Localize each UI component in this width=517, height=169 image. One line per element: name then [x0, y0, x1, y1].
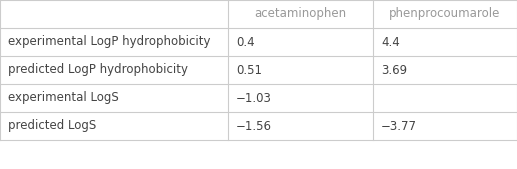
Text: experimental LogS: experimental LogS	[8, 91, 119, 104]
Text: 3.69: 3.69	[381, 64, 407, 77]
Text: acetaminophen: acetaminophen	[254, 7, 346, 20]
Text: predicted LogS: predicted LogS	[8, 119, 96, 132]
Text: −1.56: −1.56	[236, 119, 272, 132]
Text: predicted LogP hydrophobicity: predicted LogP hydrophobicity	[8, 64, 188, 77]
Text: 0.4: 0.4	[236, 35, 255, 49]
Text: −1.03: −1.03	[236, 91, 272, 104]
Text: −3.77: −3.77	[381, 119, 417, 132]
Text: phenprocoumarole: phenprocoumarole	[389, 7, 500, 20]
Text: 0.51: 0.51	[236, 64, 262, 77]
Text: 4.4: 4.4	[381, 35, 400, 49]
Text: experimental LogP hydrophobicity: experimental LogP hydrophobicity	[8, 35, 210, 49]
